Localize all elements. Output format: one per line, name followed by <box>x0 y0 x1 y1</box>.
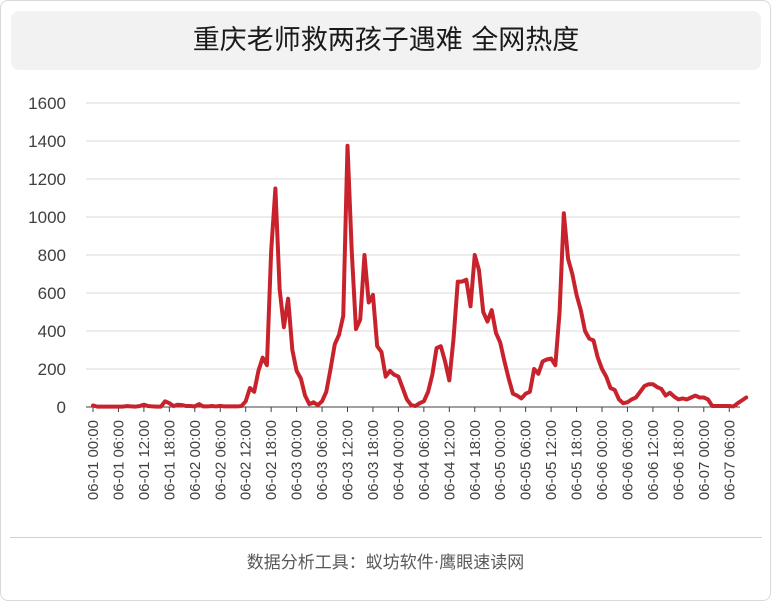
x-tick-label: 06-06 18:00 <box>670 420 687 500</box>
x-tick-label: 06-06 00:00 <box>594 420 611 500</box>
x-tick-label: 06-02 18:00 <box>263 420 280 500</box>
x-tick-label: 06-03 18:00 <box>365 420 382 500</box>
footer-divider <box>10 537 762 538</box>
x-tick-label: 06-07 06:00 <box>721 420 738 500</box>
x-tick-label: 06-01 00:00 <box>85 420 102 500</box>
x-tick-label: 06-02 12:00 <box>238 420 255 500</box>
x-tick-label: 06-05 06:00 <box>518 420 535 500</box>
y-tick-label: 600 <box>38 284 66 303</box>
y-tick-label: 0 <box>57 398 66 417</box>
y-tick-label: 800 <box>38 246 66 265</box>
y-tick-label: 1200 <box>28 170 66 189</box>
x-tick-label: 06-02 06:00 <box>212 420 229 500</box>
x-tick-label: 06-04 18:00 <box>467 420 484 500</box>
x-tick-label: 06-01 12:00 <box>136 420 153 500</box>
x-tick-label: 06-01 18:00 <box>161 420 178 500</box>
x-tick-label: 06-03 12:00 <box>340 420 357 500</box>
x-tick-label: 06-06 06:00 <box>619 420 636 500</box>
title-banner: 重庆老师救两孩子遇难 全网热度 <box>11 11 761 70</box>
grid-lines <box>86 102 740 408</box>
x-tick-label: 06-01 06:00 <box>110 420 127 500</box>
chart-title: 重庆老师救两孩子遇难 全网热度 <box>192 25 580 56</box>
y-tick-label: 1000 <box>28 208 66 227</box>
x-tick-label: 06-03 00:00 <box>289 420 306 500</box>
x-tick-label: 06-03 06:00 <box>314 420 331 500</box>
x-tick-label: 06-05 00:00 <box>492 420 509 500</box>
x-tick-label: 06-04 12:00 <box>441 420 458 500</box>
x-tick-label: 06-02 00:00 <box>187 420 204 500</box>
y-tick-label: 400 <box>38 322 66 341</box>
x-axis: 06-01 00:00 06-01 06:00 06-01 12:00 06-01 1… <box>85 407 738 500</box>
x-tick-label: 06-04 06:00 <box>416 420 433 500</box>
y-tick-label: 1600 <box>28 94 66 113</box>
x-tick-label: 06-05 18:00 <box>569 420 586 500</box>
y-axis: 0 200 400 600 800 1000 1200 1400 1600 <box>28 94 66 417</box>
x-tick-label: 06-05 12:00 <box>543 420 560 500</box>
x-tick-label: 06-07 00:00 <box>696 420 713 500</box>
series-line <box>91 143 749 409</box>
footer-source: 数据分析工具：蚁坊软件·鹰眼速读网 <box>246 553 525 573</box>
x-tick-label: 06-06 12:00 <box>645 420 662 500</box>
y-tick-label: 200 <box>38 360 66 379</box>
x-tick-label: 06-04 00:00 <box>390 420 407 500</box>
y-tick-label: 1400 <box>28 132 66 151</box>
